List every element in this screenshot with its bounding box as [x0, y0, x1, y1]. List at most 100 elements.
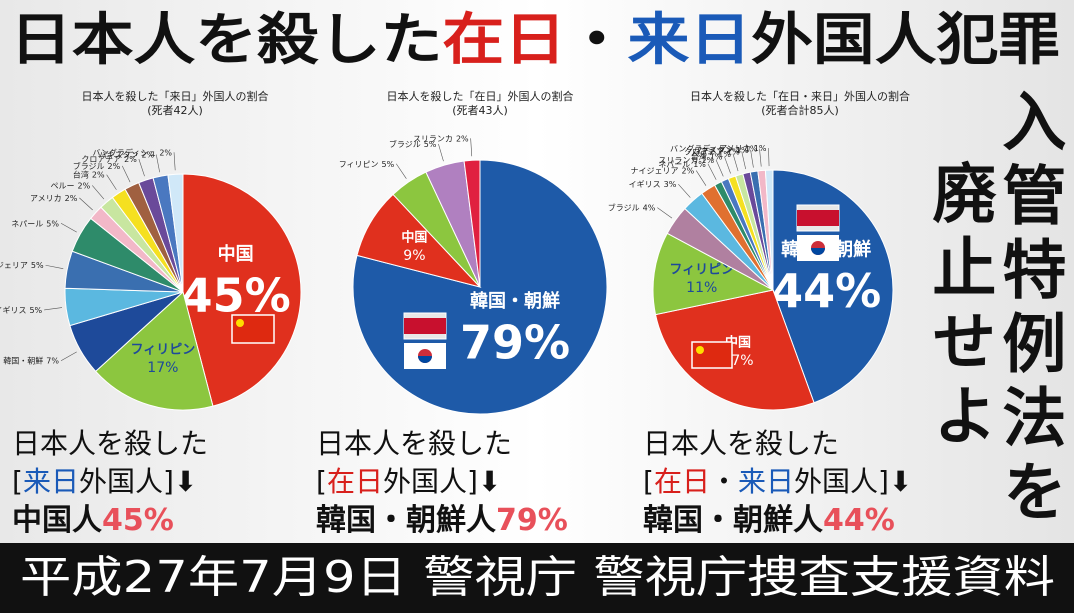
slice-value: 4% — [643, 203, 656, 212]
text-segment: 在日 — [654, 465, 710, 498]
slice-value: 5% — [424, 139, 437, 148]
pie-slice — [654, 289, 815, 411]
slice-name: ブラジル — [73, 160, 105, 170]
text-segment: [ — [12, 465, 23, 498]
text-segment: [ — [643, 465, 654, 498]
slice-label: ペルー 2% — [51, 181, 91, 190]
slice-name: イギリス — [0, 305, 26, 314]
slice-label: ナイジェリア5% — [0, 261, 44, 270]
slice-name: パキスタン — [99, 150, 139, 159]
leader-line — [92, 185, 105, 200]
slice-label: 台湾 2% — [73, 169, 105, 179]
slice-label: バングラディシュ 2% — [92, 147, 172, 157]
leader-line — [60, 223, 77, 233]
slice-label: 中国 — [218, 243, 254, 265]
chart-subtitle: (死者43人) — [452, 104, 508, 117]
slice-name: クロアチア — [684, 147, 724, 156]
slice-name: アメリカ — [719, 144, 751, 153]
flag-taeguk — [418, 356, 432, 363]
slice-label: クロアチア 2% — [81, 155, 137, 164]
slice-value: 5% — [31, 261, 44, 270]
leader-line — [438, 143, 444, 162]
caption-line: 日本人を殺した — [12, 427, 208, 460]
slice-name: バングラディシュ — [92, 147, 156, 157]
leader-line — [121, 165, 131, 183]
leader-line — [60, 351, 77, 361]
slice-label: アメリカ 2% — [30, 193, 78, 202]
side-text: 廃止せよ — [921, 160, 996, 456]
flag-taeguk — [811, 248, 825, 255]
leader-line — [750, 149, 754, 168]
caption-line: [来日外国人]⬇ — [12, 465, 197, 498]
slice-name: ネパール — [11, 219, 43, 228]
slice-label: アメリカ 1% — [719, 144, 767, 153]
leader-line — [732, 153, 739, 172]
leader-line — [768, 148, 770, 167]
slice-value: 2% — [65, 193, 78, 202]
slice-label: スリランカ 1% — [658, 155, 714, 164]
slice-label: スリランカ 2% — [413, 134, 469, 143]
slice-label: ブラジル 5% — [389, 138, 437, 148]
slice-value: 11% — [686, 280, 717, 296]
slice-label: イギリス5% — [0, 305, 43, 314]
text-segment: 韓国・朝鮮人 — [316, 503, 496, 538]
leader-line — [724, 156, 731, 174]
caption-line: 中国人45% — [12, 503, 174, 538]
side-text: 入管特例法を — [991, 88, 1066, 532]
leader-line — [657, 207, 673, 219]
text-segment: 外国人]⬇ — [79, 465, 197, 498]
slice-name: フィリピン — [339, 159, 379, 168]
leader-line — [707, 163, 717, 180]
slice-name: ブラジル — [608, 202, 640, 212]
flag-china — [231, 314, 275, 344]
chart-subtitle: (死者42人) — [147, 104, 203, 117]
leader-line — [396, 163, 407, 179]
chart-subtitle: (死者合計85人) — [761, 103, 839, 117]
text-segment: 44% — [823, 503, 895, 538]
chart-title: 日本人を殺した「在日」外国人の割合 — [387, 89, 574, 103]
slice-name: バングラディッシュ — [670, 143, 742, 153]
pie-slice — [652, 232, 775, 316]
slice-value: 44% — [771, 264, 881, 318]
slice-label: フィリピン 5% — [339, 159, 395, 168]
slice-label: 台湾 1% — [691, 151, 723, 161]
slice-label: ナイジェリア 2% — [631, 166, 695, 175]
pie-slice — [94, 291, 214, 411]
leader-line — [759, 148, 762, 167]
slice-label: フィリピン — [669, 262, 734, 277]
slice-name: ネパール — [658, 159, 690, 168]
slice-value: 79% — [460, 316, 570, 370]
text-segment: 外国人]⬇ — [383, 465, 501, 498]
pie-slice — [463, 159, 481, 288]
slice-value: 1% — [727, 147, 740, 156]
slice-name: ペルー — [51, 181, 75, 190]
flag-star — [696, 346, 704, 354]
text-segment: 在日 — [442, 8, 566, 73]
main-title: 日本人を殺した 在日・来日 外国人犯罪 — [10, 8, 1060, 73]
text-segment: 外国人]⬇ — [794, 465, 912, 498]
text-segment: 在日 — [327, 465, 383, 498]
slice-label: 韓国・朝鮮 — [470, 290, 560, 312]
slice-value: 1% — [736, 145, 749, 154]
slice-name: スリランカ — [413, 134, 453, 143]
slice-label: パキスタン 1% — [693, 145, 749, 154]
slice-label: ネパール 1% — [658, 159, 706, 168]
slice-name: ナイジェリア — [631, 166, 679, 175]
chart-title: 日本人を殺した「在日・来日」外国人の割合 — [690, 89, 910, 103]
text-segment: 79% — [496, 503, 568, 538]
slice-label: ネパール 5% — [11, 219, 59, 228]
slice-label: ブラジル 2% — [73, 160, 121, 170]
slice-name: 台湾 — [691, 151, 707, 161]
text-segment: 日本人を殺した — [12, 427, 208, 460]
leader-line — [79, 197, 93, 211]
leader-line — [715, 159, 724, 177]
caption-line: [在日外国人]⬇ — [316, 465, 501, 498]
leader-line — [45, 264, 64, 269]
slice-value: 7% — [46, 356, 59, 365]
leader-line — [44, 307, 63, 311]
slice-label: 韓国・朝鮮 7% — [3, 355, 59, 365]
pie-slice — [182, 173, 302, 407]
text-segment: 来日 — [738, 465, 794, 498]
flag-stripe — [404, 318, 446, 334]
